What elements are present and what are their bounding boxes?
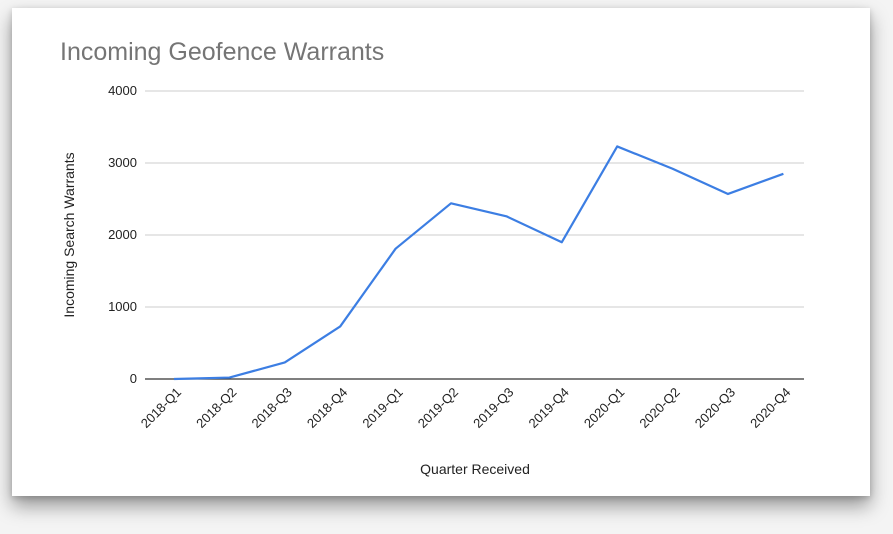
x-tick-label: 2019-Q1 bbox=[359, 385, 405, 431]
data-point bbox=[671, 167, 675, 171]
chart-card: Incoming Geofence Warrants 0 1000 2000 3000… bbox=[12, 8, 870, 496]
data-point bbox=[781, 172, 785, 176]
chart-title: Incoming Geofence Warrants bbox=[60, 38, 385, 66]
x-axis-title: Quarter Received bbox=[420, 461, 530, 477]
series-group bbox=[172, 144, 785, 381]
gridlines bbox=[145, 90, 804, 380]
data-point bbox=[615, 144, 619, 148]
x-axis-ticks: 2018-Q1 2018-Q2 2018-Q3 2018-Q4 2019-Q1 2019-… bbox=[138, 385, 794, 431]
x-tick-label: 2018-Q2 bbox=[193, 385, 239, 431]
y-tick-label: 0 bbox=[130, 371, 137, 386]
data-point bbox=[504, 214, 508, 218]
y-tick-label: 4000 bbox=[108, 83, 137, 98]
x-tick-label: 2020-Q3 bbox=[692, 385, 738, 431]
x-tick-label: 2020-Q4 bbox=[747, 385, 793, 431]
y-axis-ticks: 0 1000 2000 3000 4000 bbox=[108, 83, 137, 386]
x-tick-label: 2018-Q1 bbox=[138, 385, 184, 431]
data-point bbox=[283, 360, 287, 364]
y-tick-label: 2000 bbox=[108, 227, 137, 242]
x-tick-label: 2019-Q3 bbox=[470, 385, 516, 431]
data-point bbox=[172, 377, 176, 381]
data-point bbox=[560, 240, 564, 244]
x-tick-label: 2019-Q2 bbox=[415, 385, 461, 431]
data-point bbox=[394, 247, 398, 251]
x-tick-label: 2020-Q1 bbox=[581, 385, 627, 431]
y-tick-label: 3000 bbox=[108, 155, 137, 170]
data-point bbox=[449, 201, 453, 205]
x-tick-label: 2020-Q2 bbox=[636, 385, 682, 431]
x-tick-label: 2018-Q3 bbox=[249, 385, 295, 431]
y-tick-label: 1000 bbox=[108, 299, 137, 314]
series-line bbox=[173, 145, 784, 381]
data-point bbox=[227, 376, 231, 380]
x-tick-label: 2018-Q4 bbox=[304, 385, 350, 431]
data-point bbox=[726, 192, 730, 196]
y-axis-title: Incoming Search Warrants bbox=[61, 152, 77, 317]
x-tick-label: 2019-Q4 bbox=[526, 385, 572, 431]
data-point bbox=[338, 324, 342, 328]
